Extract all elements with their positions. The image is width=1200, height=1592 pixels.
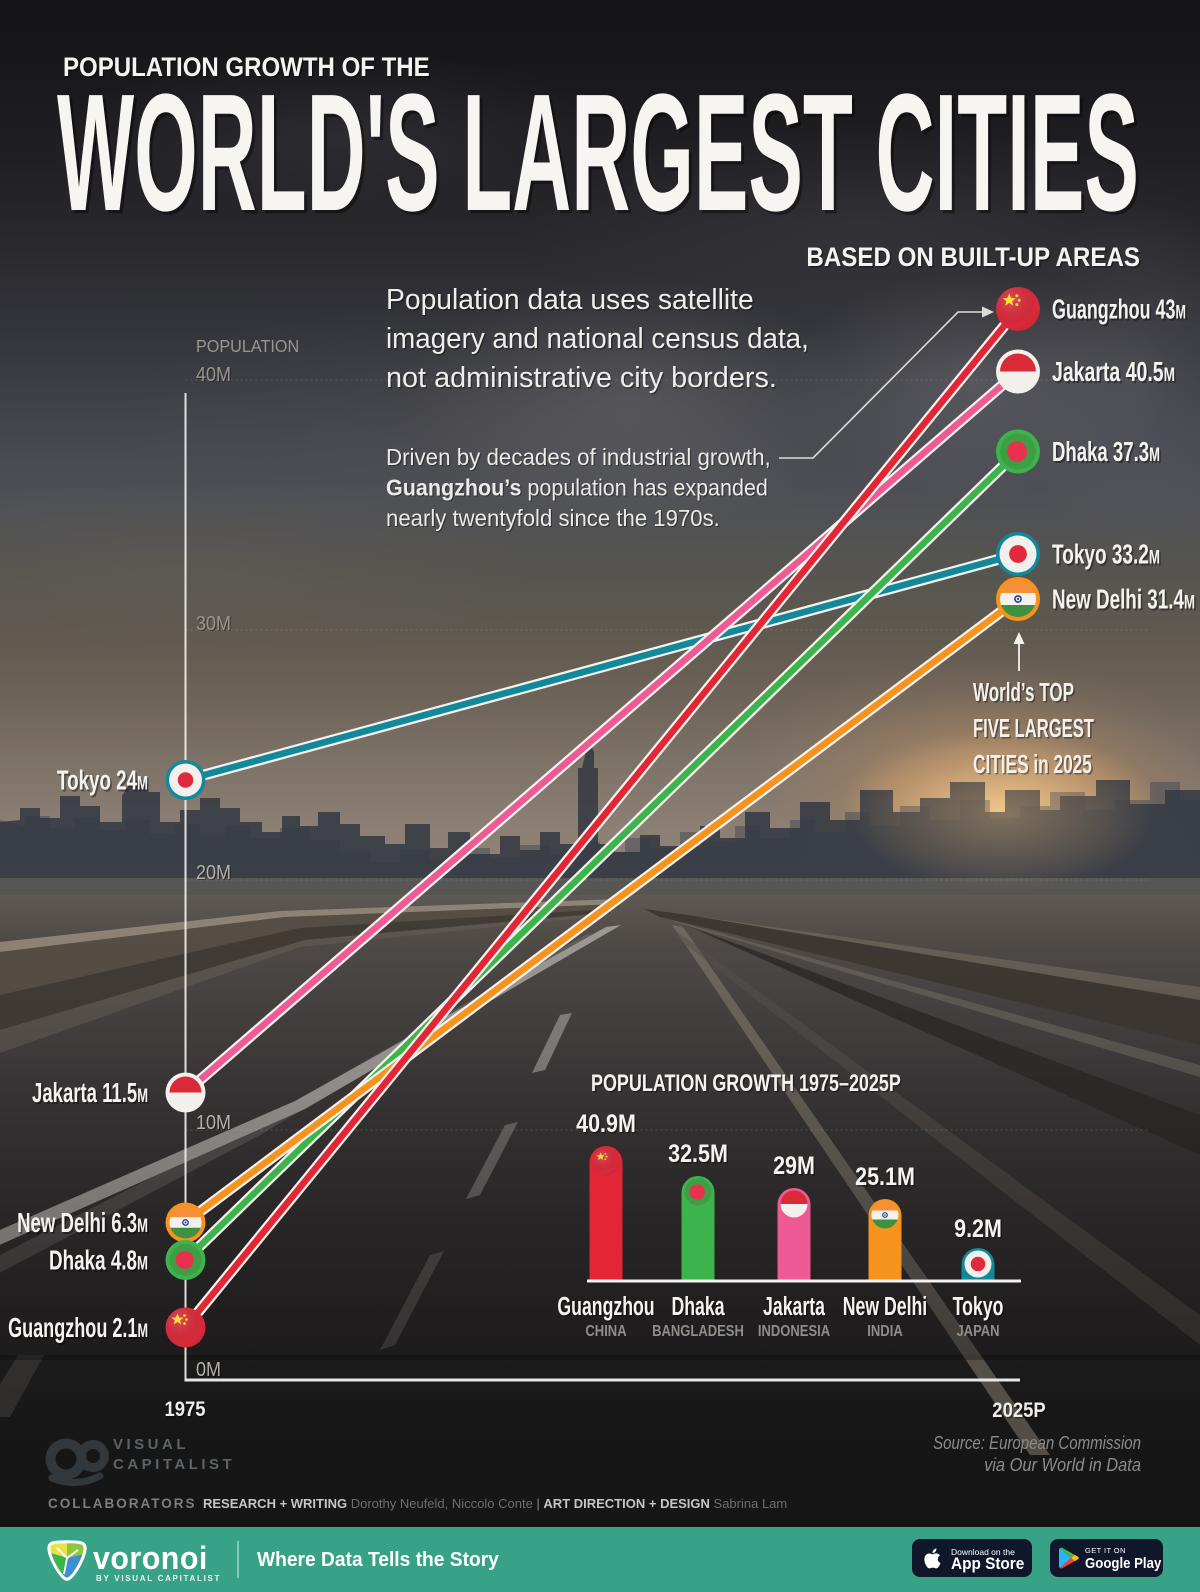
- svg-text:POPULATION: POPULATION: [196, 336, 299, 356]
- svg-text:Source: European Commission: Source: European Commission: [933, 1433, 1141, 1454]
- svg-text:2025P: 2025P: [994, 1400, 1047, 1423]
- svg-text:Population data uses satellite: Population data uses satellite: [387, 285, 755, 317]
- svg-text:World’s TOP: World’s TOP: [973, 677, 1074, 707]
- svg-text:JAPAN: JAPAN: [956, 1323, 999, 1340]
- svg-text:CHINA: CHINA: [585, 1323, 626, 1340]
- svg-text:9.2M: 9.2M: [954, 1214, 1002, 1242]
- svg-text:Guangzhou: Guangzhou: [557, 1292, 654, 1321]
- svg-text:Dhaka 37.3M: Dhaka 37.3M: [1054, 438, 1162, 470]
- svg-text:nearly twentyfold since the 19: nearly twentyfold since the 1970s.: [387, 507, 721, 532]
- svg-text:32.5M: 32.5M: [670, 1141, 730, 1169]
- svg-text:9.2M: 9.2M: [956, 1216, 1004, 1244]
- svg-text:POPULATION GROWTH 1975–2025P: POPULATION GROWTH 1975–2025P: [591, 1069, 901, 1096]
- svg-text:Tokyo 33.2M: Tokyo 33.2M: [1054, 541, 1162, 573]
- svg-text:Jakarta 40.5M: Jakarta 40.5M: [1054, 358, 1177, 389]
- svg-text:POPULATION GROWTH OF THE: POPULATION GROWTH OF THE: [63, 53, 430, 83]
- svg-text:New Delhi 31.4M: New Delhi 31.4M: [1054, 586, 1197, 618]
- svg-text:29M: 29M: [775, 1153, 817, 1181]
- svg-text:40M: 40M: [196, 364, 231, 386]
- svg-text:VISUAL: VISUAL: [113, 1436, 189, 1453]
- svg-text:30M: 30M: [197, 614, 232, 636]
- svg-text:0M: 0M: [196, 1359, 221, 1381]
- svg-text:Dhaka 4.8M: Dhaka 4.8M: [49, 1245, 148, 1277]
- svg-text:29M: 29M: [773, 1151, 815, 1179]
- svg-text:20M: 20M: [197, 863, 232, 885]
- svg-text:New Delhi: New Delhi: [844, 1293, 928, 1322]
- svg-text:25.1M: 25.1M: [857, 1164, 917, 1192]
- svg-text:Guangzhou 2.1M: Guangzhou 2.1M: [10, 1314, 150, 1345]
- svg-text:Dhaka: Dhaka: [673, 1293, 727, 1322]
- svg-text:Guangzhou 43M: Guangzhou 43M: [1054, 295, 1188, 326]
- svg-text:Jakarta: Jakarta: [765, 1293, 827, 1322]
- svg-text:1975: 1975: [166, 1399, 207, 1422]
- svg-text:BASED ON BUILT-UP AREAS: BASED ON BUILT-UP AREAS: [806, 243, 1140, 273]
- svg-text:10M: 10M: [196, 1112, 231, 1134]
- svg-text:CITIES in 2025: CITIES in 2025: [973, 749, 1092, 778]
- svg-text:New Delhi 6.3M: New Delhi 6.3M: [17, 1207, 148, 1239]
- svg-text:Tokyo 24M: Tokyo 24M: [57, 765, 148, 797]
- svg-text:Guangzhou: Guangzhou: [559, 1293, 656, 1322]
- svg-text:Jakarta 11.5M: Jakarta 11.5M: [34, 1080, 150, 1111]
- svg-text:not administrative city border: not administrative city borders.: [386, 362, 777, 394]
- svg-text:25.1M: 25.1M: [855, 1162, 915, 1190]
- svg-text:COLLABORATORS: COLLABORATORS: [48, 1496, 197, 1511]
- svg-text:Tokyo 24M: Tokyo 24M: [59, 767, 150, 799]
- svg-text:Tokyo: Tokyo: [954, 1293, 1005, 1322]
- svg-text:40.9M: 40.9M: [576, 1109, 636, 1137]
- svg-text:0M: 0M: [197, 1360, 222, 1382]
- svg-text:via Our World in Data: via Our World in Data: [984, 1454, 1141, 1475]
- svg-text:Dhaka: Dhaka: [671, 1292, 725, 1321]
- svg-text:imagery and national census da: imagery and national census data,: [386, 323, 809, 354]
- svg-text:BASED ON BUILT-UP AREAS: BASED ON BUILT-UP AREAS: [808, 244, 1142, 274]
- svg-text:Guangzhou 2.1M: Guangzhou 2.1M: [8, 1312, 148, 1343]
- svg-text:BANGLADESH: BANGLADESH: [652, 1323, 744, 1340]
- svg-text:POPULATION GROWTH OF THE: POPULATION GROWTH OF THE: [65, 54, 432, 84]
- svg-text:10M: 10M: [197, 1113, 232, 1135]
- svg-text:20M: 20M: [196, 862, 231, 884]
- svg-text:WORLD'S LARGEST CITIES: WORLD'S LARGEST CITIES: [60, 62, 1142, 249]
- svg-text:imagery and national census da: imagery and national census data,: [387, 324, 810, 355]
- svg-text:Tokyo 33.2M: Tokyo 33.2M: [1052, 539, 1160, 571]
- svg-text:New Delhi: New Delhi: [843, 1292, 927, 1321]
- svg-text:Tokyo: Tokyo: [953, 1292, 1004, 1321]
- svg-text:Driven by decades of industria: Driven by decades of industrial growth,: [387, 445, 772, 471]
- svg-text:INDIA: INDIA: [867, 1323, 902, 1340]
- svg-text:New Delhi 6.3M: New Delhi 6.3M: [19, 1209, 150, 1241]
- svg-text:RESEARCH + WRITING Dorothy Neu: RESEARCH + WRITING Dorothy Neufeld, Nicc…: [203, 1496, 787, 1511]
- svg-text:FIVE LARGEST: FIVE LARGEST: [973, 713, 1094, 743]
- svg-text:Jakarta 11.5M: Jakarta 11.5M: [32, 1078, 148, 1109]
- svg-text:World’s TOP: World’s TOP: [975, 679, 1076, 709]
- svg-text:POPULATION GROWTH 1975–2025P: POPULATION GROWTH 1975–2025P: [593, 1071, 903, 1098]
- svg-text:Guangzhou’s population has exp: Guangzhou’s population has expanded: [387, 476, 769, 502]
- svg-text:30M: 30M: [196, 613, 231, 635]
- svg-text:40M: 40M: [197, 365, 232, 387]
- svg-text:Dhaka 4.8M: Dhaka 4.8M: [51, 1247, 150, 1279]
- svg-text:1975: 1975: [164, 1398, 205, 1421]
- svg-text:CITIES in 2025: CITIES in 2025: [975, 751, 1094, 780]
- svg-text:Population data uses satellite: Population data uses satellite: [386, 284, 754, 316]
- svg-text:Driven by decades of industria: Driven by decades of industrial growth,: [386, 444, 771, 470]
- svg-text:FIVE LARGEST: FIVE LARGEST: [975, 715, 1096, 745]
- svg-text:Guangzhou’s population has exp: Guangzhou’s population has expanded: [386, 475, 768, 501]
- svg-text:INDONESIA: INDONESIA: [758, 1323, 830, 1340]
- svg-text:32.5M: 32.5M: [668, 1139, 728, 1167]
- svg-text:New Delhi 31.4M: New Delhi 31.4M: [1052, 584, 1195, 616]
- svg-text:CAPITALIST: CAPITALIST: [113, 1456, 235, 1473]
- svg-text:2025P: 2025P: [992, 1399, 1045, 1422]
- svg-text:not administrative city border: not administrative city borders.: [387, 364, 778, 396]
- svg-text:40.9M: 40.9M: [578, 1111, 638, 1139]
- svg-text:Guangzhou 43M: Guangzhou 43M: [1052, 293, 1186, 324]
- svg-text:WORLD'S LARGEST CITIES: WORLD'S LARGEST CITIES: [57, 59, 1139, 246]
- svg-text:Jakarta: Jakarta: [763, 1292, 825, 1321]
- svg-text:Jakarta 40.5M: Jakarta 40.5M: [1052, 357, 1175, 388]
- svg-text:nearly twentyfold since the 19: nearly twentyfold since the 1970s.: [386, 506, 720, 531]
- svg-text:Dhaka 37.3M: Dhaka 37.3M: [1052, 436, 1160, 468]
